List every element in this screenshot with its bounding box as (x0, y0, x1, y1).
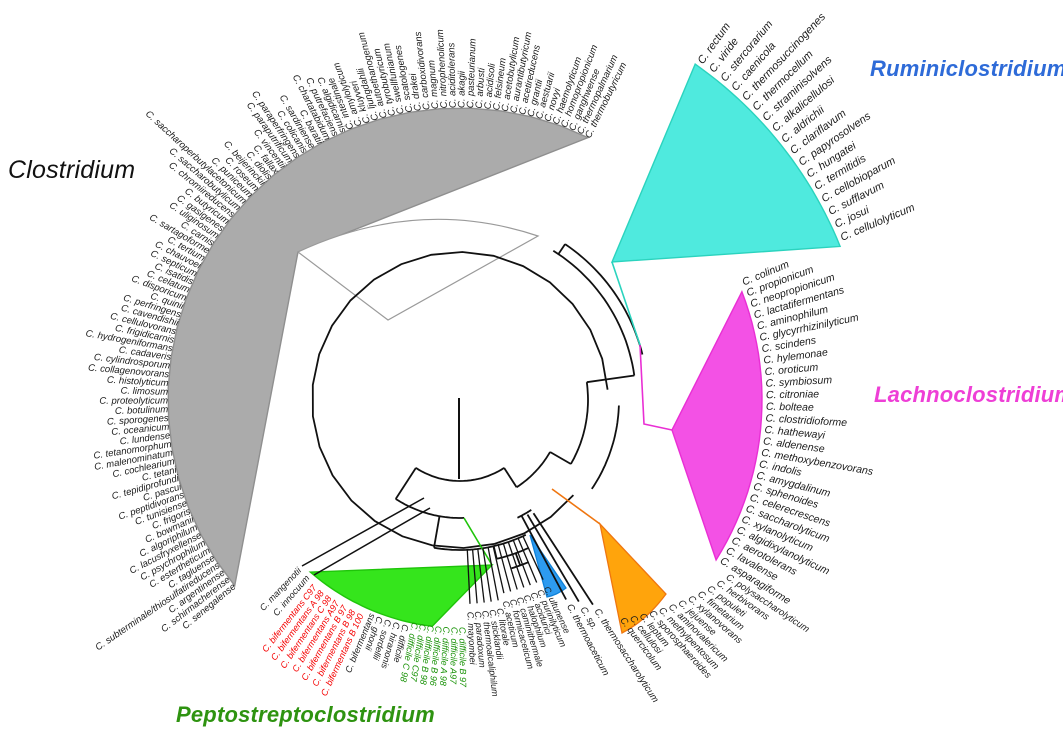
tree-branch (591, 405, 620, 490)
species-label: C. citroniae (766, 388, 819, 401)
tree-branch (311, 251, 609, 549)
species-label: C. histolyticum (107, 375, 169, 389)
species-label: C. drakei (408, 72, 424, 112)
species-label: C. clostridioforme (765, 412, 847, 429)
tree-branch (532, 512, 594, 606)
species-label: C. symbiosum (765, 374, 832, 390)
ruminiclostridium-wedge (610, 63, 842, 263)
species-label: C. botulinum (115, 404, 169, 417)
leaf-branch (471, 549, 478, 604)
species-label: C. difficile B 97 (457, 627, 468, 688)
species-label: C. acidisoli (483, 62, 498, 110)
tree-branch (301, 497, 425, 567)
leaf-branch (517, 538, 538, 583)
leaf-branch (466, 549, 471, 604)
tree-branch (586, 374, 635, 384)
leaf-branch (487, 547, 499, 601)
tree-branch (511, 561, 530, 570)
species-label: C. magnum (426, 60, 441, 110)
species-label: C. hathewayi (764, 424, 826, 442)
lachnoclostridium-wedge (671, 290, 763, 562)
tree-branch (611, 261, 641, 346)
tree-branch (503, 467, 518, 488)
species-label: C. bolteae (766, 401, 814, 414)
tree-branch (639, 344, 673, 431)
species-label: C. pasteurianum (465, 38, 479, 108)
tree-branch (313, 507, 431, 576)
species-label: C. nitrophenolicum (435, 29, 450, 109)
tree-branch (394, 467, 417, 500)
species-label: C. difficile A 98 (438, 626, 452, 686)
tree-branch (433, 516, 441, 548)
species-label: C. arbusti (474, 67, 488, 109)
species-label: C. paradoxum (473, 611, 488, 669)
species-label: C. limosum (120, 386, 168, 398)
tree-branch (520, 515, 567, 600)
leaf-branch (512, 539, 531, 586)
tree-branch (415, 467, 505, 482)
species-label: C. sporogenes (107, 413, 170, 428)
clade-title-clostridium: Clostridium (8, 156, 136, 184)
tree-branch (570, 382, 589, 465)
tree-branch (552, 249, 636, 376)
leaf-branch (502, 543, 518, 590)
tree-branch (514, 552, 522, 566)
peptostreptoclostridium-wedge (308, 564, 494, 628)
leaf-branch (507, 541, 525, 588)
species-label: C. akagii (456, 70, 467, 108)
orange-clade-wedge (598, 521, 667, 634)
leaf-branch (497, 544, 512, 592)
tree-branch (551, 488, 601, 525)
species-label: C. aciditolerans (446, 42, 458, 108)
tree-branch (516, 451, 551, 488)
clade-title-lachnoclostridium: Lachnoclostridium (874, 382, 1063, 407)
tree-branch (395, 498, 465, 519)
leaf-branch (482, 548, 492, 602)
tree-branch (526, 514, 580, 603)
leaf-branch (522, 535, 544, 580)
clade-title-peptostreptoclostridium: Peptostreptoclostridium (176, 702, 435, 727)
tree-branch (517, 509, 532, 519)
tree-branch (549, 451, 572, 465)
species-label: C. difficile A97 (448, 627, 459, 685)
species-label: C. mayombei (465, 611, 478, 665)
leaf-branch (492, 546, 505, 594)
clostridium-wedge (167, 107, 590, 588)
leaf-branch (477, 548, 485, 603)
species-label: C. oroticum (764, 361, 819, 378)
tree-branch (463, 517, 493, 566)
species-label: C. proteolyticum (99, 395, 168, 406)
tree-branch (557, 243, 566, 255)
species-label: C. oceanicum (111, 422, 170, 438)
tree-branch (433, 533, 527, 551)
clade-title-ruminiclostridium: Ruminiclostridium (870, 56, 1063, 81)
